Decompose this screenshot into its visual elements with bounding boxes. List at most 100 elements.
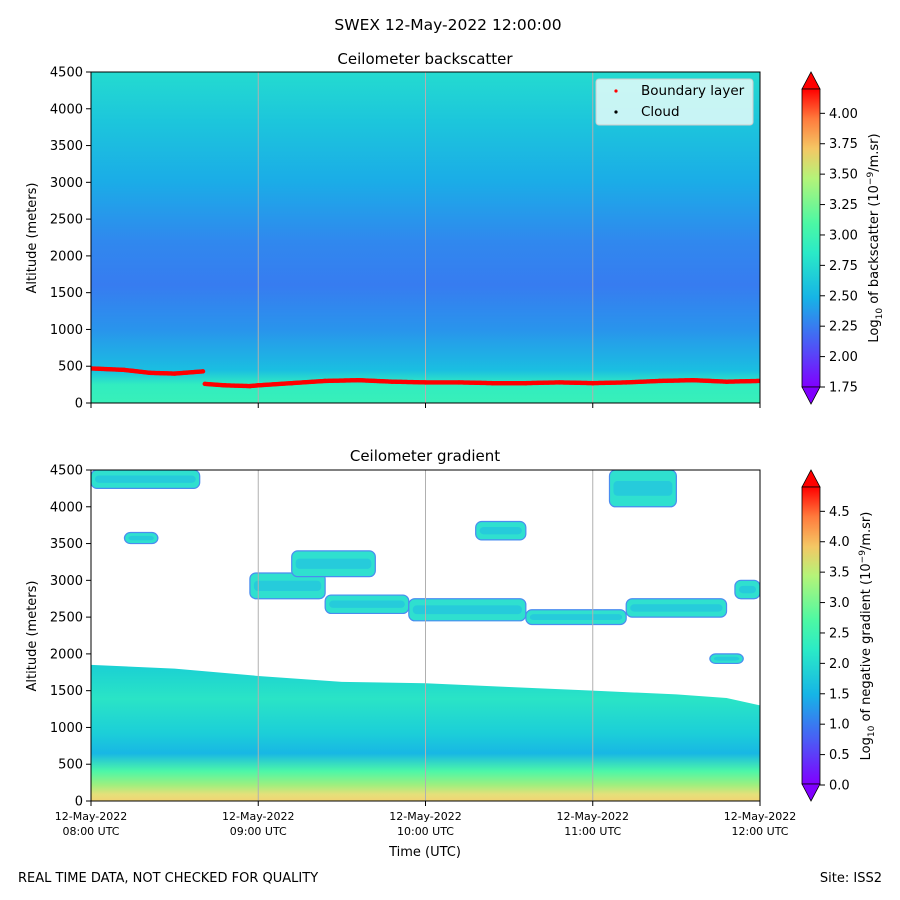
colorbar-tick-label: 0.0 <box>829 779 850 794</box>
colorbar-tick-label: 2.25 <box>829 320 858 335</box>
y-tick-label: 0 <box>75 397 83 412</box>
x-tick-label-time: 08:00 UTC <box>62 825 119 838</box>
panel2-title: Ceilometer gradient <box>350 447 500 465</box>
legend-marker-cloud <box>614 110 618 114</box>
colorbar-tick-label: 2.75 <box>829 259 858 274</box>
gradient-plot-area: 0 500 1000 1500 2000 2500 3000 3500 4000 4500 12-… <box>25 464 796 861</box>
colorbar2-extend-bottom <box>801 783 821 802</box>
y-tick-label: 3000 <box>50 574 83 589</box>
gradient-x-ticks: 12-May-2022 08:00 UTC 12-May-2022 09:00 UTC… <box>55 801 796 838</box>
colorbar2-label: Log10 of negative gradient (10−9/m.sr) <box>858 512 877 761</box>
colorbar-tick-label: 2.5 <box>829 626 850 641</box>
backscatter-grid <box>257 72 594 403</box>
panel2-xlabel: Time (UTC) <box>388 845 461 860</box>
x-tick-label-date: 12-May-2022 <box>389 810 461 823</box>
y-tick-label: 3500 <box>50 537 83 552</box>
y-tick-label: 4000 <box>50 102 83 117</box>
cloud-patch-core <box>630 604 723 612</box>
cloud-patch-core <box>253 580 322 591</box>
colorbar-tick-label: 4.0 <box>829 535 850 550</box>
x-tick-label-date: 12-May-2022 <box>724 810 796 823</box>
backscatter-plot-area: 0 500 1000 1500 2000 2500 3000 3500 4000 4500 Alt… <box>25 66 761 412</box>
y-tick-label: 1500 <box>50 684 83 699</box>
x-tick-label-date: 12-May-2022 <box>222 810 294 823</box>
cloud-patch-core <box>738 585 756 594</box>
colorbar-tick-label: 3.75 <box>829 137 858 152</box>
colorbar-tick-label: 3.0 <box>829 596 850 611</box>
y-tick-label: 1000 <box>50 721 83 736</box>
colorbar2-extend-top <box>801 469 821 488</box>
y-tick-label: 0 <box>75 795 83 810</box>
colorbar-tick-label: 4.00 <box>829 107 858 122</box>
gradient-cloud-patches <box>91 470 760 665</box>
cloud-patch-core <box>295 558 372 569</box>
cloud-patch-core <box>412 605 522 615</box>
gradient-grid <box>257 470 594 801</box>
colorbar-tick-label: 2.0 <box>829 657 850 672</box>
boundary-layer-series <box>91 366 760 389</box>
y-tick-label: 4000 <box>50 500 83 515</box>
panel1-ylabel: Altitude (meters) <box>25 183 40 294</box>
colorbar-tick-label: 3.00 <box>829 228 858 243</box>
colorbar-tick-label: 3.25 <box>829 198 858 213</box>
colorbar1-extend-bottom <box>801 386 821 405</box>
backscatter-colorbar: 1.75 2.00 2.25 2.50 2.75 3.00 3.25 3.50 3.75 4.00… <box>801 71 885 405</box>
y-tick-label: 3500 <box>50 139 83 154</box>
backscatter-y-ticks: 0 500 1000 1500 2000 2500 3000 3500 4000 4500 <box>50 66 91 412</box>
y-tick-label: 1500 <box>50 286 83 301</box>
cloud-patch-core <box>613 481 673 496</box>
colorbar-tick-label: 2.00 <box>829 350 858 365</box>
backscatter-x-ticks <box>90 403 761 408</box>
colorbar-tick-label: 2.50 <box>829 289 858 304</box>
colorbar-tick-label: 1.5 <box>829 687 850 702</box>
colorbar-tick-label: 4.5 <box>829 505 850 520</box>
panel1-title: Ceilometer backscatter <box>337 50 513 68</box>
colorbar1-extend-top <box>801 71 821 90</box>
y-tick-label: 2500 <box>50 213 83 228</box>
legend-marker-boundary-layer <box>614 89 618 93</box>
legend-box <box>595 78 754 126</box>
y-tick-label: 2000 <box>50 647 83 662</box>
x-tick-label-time: 09:00 UTC <box>230 825 287 838</box>
gradient-colorbar: 0.0 0.5 1.0 1.5 2.0 2.5 3.0 3.5 4.0 4.5 Log10 of … <box>801 469 877 802</box>
y-tick-label: 500 <box>58 758 83 773</box>
colorbar-tick-label: 0.5 <box>829 748 850 763</box>
cloud-patch-core <box>329 600 405 608</box>
x-tick-label-date: 12-May-2022 <box>55 810 127 823</box>
colorbar-tick-label: 3.50 <box>829 168 858 183</box>
legend: Boundary layer Cloud <box>595 78 754 126</box>
y-tick-label: 3000 <box>50 176 83 191</box>
x-tick-label-date: 12-May-2022 <box>557 810 629 823</box>
colorbar-tick-label: 3.5 <box>829 566 850 581</box>
boundary-layer-point <box>200 369 206 374</box>
footer-disclaimer: REAL TIME DATA, NOT CHECKED FOR QUALITY <box>18 871 318 886</box>
colorbar1-body <box>801 88 821 388</box>
colorbar1-label: Log10 of backscatter (10−9/m.sr) <box>866 133 885 342</box>
panel2-ylabel: Altitude (meters) <box>25 581 40 692</box>
colorbar2-body <box>801 486 821 785</box>
gradient-y-ticks: 0 500 1000 1500 2000 2500 3000 3500 4000 4500 <box>50 464 91 810</box>
y-tick-label: 2000 <box>50 249 83 264</box>
figure-suptitle: SWEX 12-May-2022 12:00:00 <box>334 16 561 34</box>
boundary-layer-point <box>757 378 760 384</box>
cloud-patch-core <box>128 535 154 541</box>
y-tick-label: 4500 <box>50 66 83 81</box>
colorbar1-ticks: 1.75 2.00 2.25 2.50 2.75 3.00 3.25 3.50 3.75 4.00 <box>820 107 858 396</box>
legend-label-boundary-layer: Boundary layer <box>641 83 745 99</box>
y-tick-label: 1000 <box>50 323 83 338</box>
y-tick-label: 500 <box>58 360 83 375</box>
y-tick-label: 4500 <box>50 464 83 479</box>
cloud-patch-core <box>529 614 623 621</box>
x-tick-label-time: 10:00 UTC <box>397 825 454 838</box>
cloud-patch-core <box>479 527 522 535</box>
colorbar2-ticks: 0.0 0.5 1.0 1.5 2.0 2.5 3.0 3.5 4.0 4.5 <box>820 505 850 794</box>
x-tick-label-time: 11:00 UTC <box>564 825 621 838</box>
cloud-patch-core <box>95 475 196 483</box>
x-tick-label-time: 12:00 UTC <box>731 825 788 838</box>
cloud-patch-core <box>713 656 740 661</box>
y-tick-label: 2500 <box>50 611 83 626</box>
legend-label-cloud: Cloud <box>641 104 680 120</box>
colorbar-tick-label: 1.0 <box>829 718 850 733</box>
footer-site: Site: ISS2 <box>820 871 882 886</box>
